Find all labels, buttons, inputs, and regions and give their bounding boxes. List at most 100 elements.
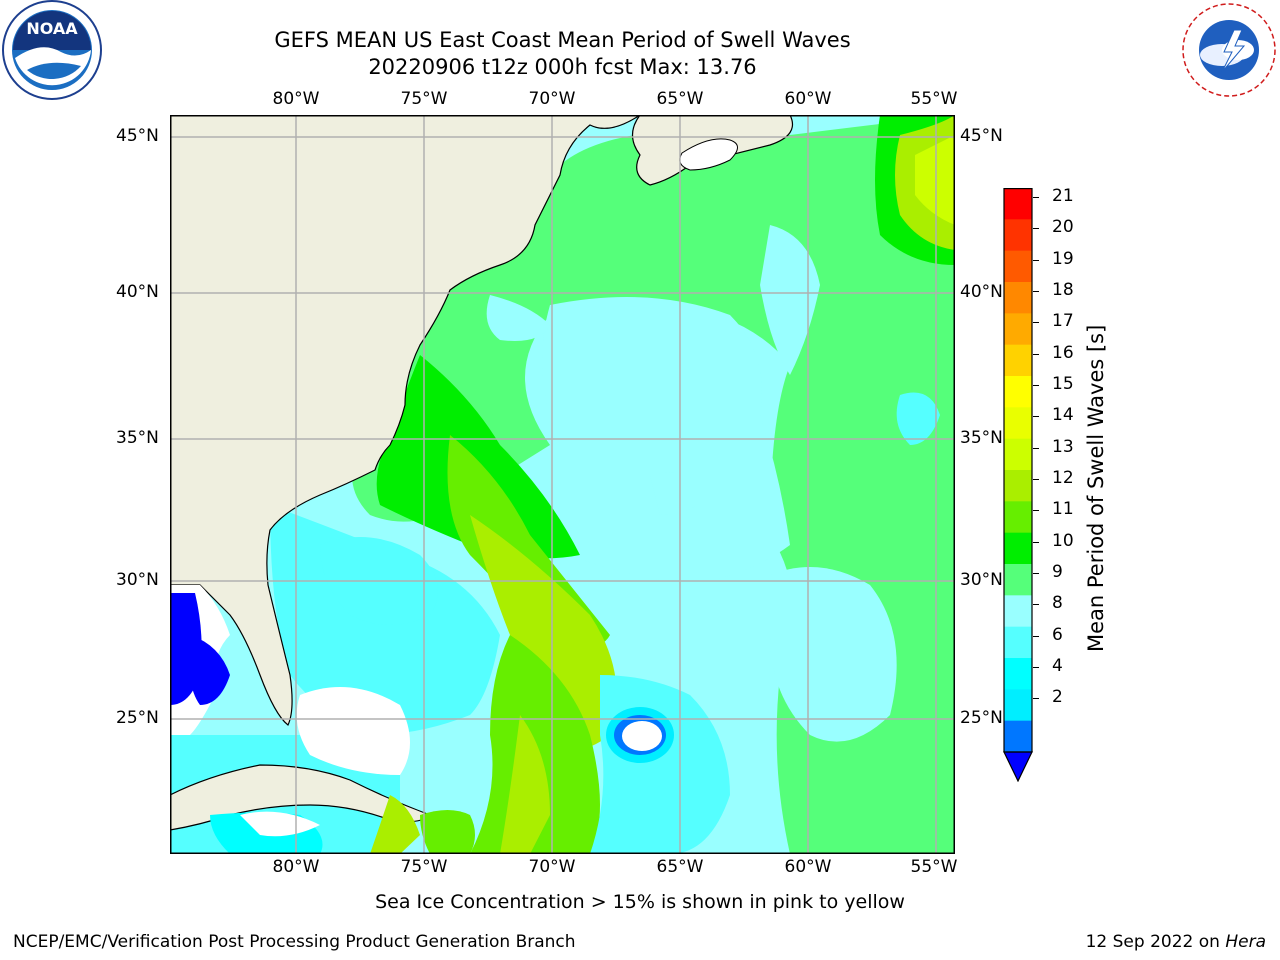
lat-label-right-45n: 45°N	[960, 126, 1003, 146]
colorbar-tick-mark	[1033, 573, 1039, 574]
colorbar-swatch	[1004, 376, 1032, 408]
colorbar-tick-mark	[1033, 510, 1039, 512]
zone-10-11-arc	[376, 355, 580, 559]
colorbar-tick-mark	[1033, 667, 1039, 668]
colorbar-swatch	[1004, 313, 1032, 346]
colorbar-tick-label: 11	[1052, 499, 1074, 520]
colorbar-swatch	[1004, 438, 1032, 471]
lat-label-left-25n: 25°N	[116, 708, 159, 728]
colorbar-swatches	[1003, 188, 1033, 783]
colorbar-tick-label: 2	[1052, 687, 1063, 708]
lon-label-top-70w: 70°W	[528, 89, 576, 109]
colorbar-swatch	[1004, 344, 1032, 377]
zone-8-9-north	[760, 225, 820, 375]
chart-subtitle: 20220906 t12z 000h fcst Max: 13.76	[368, 55, 757, 79]
missing-bahamas	[296, 687, 410, 775]
footer-right: 12 Sep 2022 on Hera	[1086, 932, 1266, 952]
nws-logo-icon	[1178, 0, 1280, 100]
colorbar-tick-mark	[1033, 228, 1039, 230]
footer-left: NCEP/EMC/Verification Post Processing Pr…	[13, 932, 576, 952]
lon-label-bottom-55w: 55°W	[910, 857, 958, 877]
lon-label-top-75w: 75°W	[400, 89, 448, 109]
colorbar-tick-mark	[1033, 479, 1039, 480]
colorbar-tick-mark	[1033, 291, 1039, 292]
colorbar-tick-label: 18	[1052, 280, 1074, 300]
zone-12-13-south	[500, 715, 550, 854]
colorbar-ticks: 21 20 19 18 17 16 15 14 13 12 11 10 9 8 6 4 2	[1033, 180, 1102, 780]
colorbar-swatch	[1004, 564, 1032, 596]
zone-13-14-ne	[915, 135, 955, 225]
colorbar-tick-label: 10	[1052, 530, 1074, 551]
colorbar-swatch	[1004, 595, 1032, 628]
footer-note: Sea Ice Concentration > 15% is shown in …	[375, 891, 905, 913]
zone-8-9-interior	[542, 297, 790, 585]
zone-11-12-hispaniola	[420, 810, 475, 854]
colorbar-tick-label: 12	[1052, 468, 1074, 488]
colorbar-tick-mark	[1033, 416, 1039, 418]
lon-label-bottom-80w: 80°W	[272, 857, 320, 877]
colorbar-tick-label: 21	[1052, 186, 1074, 206]
colorbar-tick-mark	[1033, 604, 1039, 606]
colorbar-title: Mean Period of Swell Waves [s]	[1084, 324, 1108, 652]
lat-label-left-30n: 30°N	[116, 570, 159, 590]
colorbar-tick-label: 15	[1052, 374, 1074, 394]
colorbar	[1003, 188, 1033, 783]
noaa-logo-icon: NOAA	[1, 0, 103, 100]
colorbar-tick-mark	[1033, 259, 1039, 261]
colorbar-tick-mark	[1033, 385, 1039, 386]
lon-label-top-60w: 60°W	[784, 89, 832, 109]
colorbar-tick-mark	[1033, 635, 1039, 637]
colorbar-tick-label: 9	[1052, 562, 1063, 582]
colorbar-extension	[1003, 751, 1033, 783]
colorbar-tick-mark	[1033, 353, 1039, 355]
missing-cuba-south	[240, 811, 320, 837]
colorbar-tick-label: 4	[1052, 656, 1063, 676]
lon-label-bottom-70w: 70°W	[528, 857, 576, 877]
zone-below-2-gulf	[188, 635, 230, 705]
lon-label-bottom-60w: 60°W	[784, 857, 832, 877]
lat-label-right-30n: 30°N	[960, 570, 1003, 590]
noaa-logo-text: NOAA	[26, 19, 78, 38]
lat-label-right-25n: 25°N	[960, 708, 1003, 728]
map-frame	[170, 115, 955, 854]
lon-label-top-80w: 80°W	[272, 89, 320, 109]
missing-area-center	[622, 721, 662, 751]
zone-6-8-east	[896, 392, 940, 445]
colorbar-tick-label: 16	[1052, 342, 1074, 363]
lon-label-bottom-75w: 75°W	[400, 857, 448, 877]
lat-label-left-35n: 35°N	[116, 428, 159, 448]
swell-period-map	[170, 115, 955, 854]
lon-label-bottom-65w: 65°W	[656, 857, 704, 877]
colorbar-tick-label: 13	[1052, 436, 1074, 457]
colorbar-swatch	[1004, 188, 1032, 220]
chart-title: GEFS MEAN US East Coast Mean Period of S…	[274, 28, 851, 52]
colorbar-tick-mark	[1033, 322, 1039, 324]
colorbar-tick-mark	[1033, 447, 1039, 449]
colorbar-tick-label: 19	[1052, 248, 1074, 269]
colorbar-swatch	[1004, 626, 1032, 659]
colorbar-tick-label: 20	[1052, 217, 1074, 238]
colorbar-swatch	[1004, 219, 1032, 252]
colorbar-tick-label: 6	[1052, 624, 1063, 645]
zone-12-13-core	[470, 515, 617, 750]
lat-label-left-45n: 45°N	[116, 126, 159, 146]
zone-8-9-southeast	[770, 567, 897, 742]
colorbar-swatch	[1004, 689, 1032, 722]
map-panel	[170, 115, 955, 854]
lon-label-top-55w: 55°W	[910, 89, 958, 109]
lat-label-right-35n: 35°N	[960, 428, 1003, 448]
colorbar-swatch	[1004, 250, 1032, 283]
footer-date: 12 Sep 2022 on	[1085, 932, 1226, 952]
zone-12-13-cuba-coast	[370, 795, 420, 854]
colorbar-tick-mark	[1033, 197, 1039, 198]
colorbar-swatch	[1004, 658, 1032, 690]
land-us-east-coast	[170, 115, 642, 726]
colorbar-swatch	[1004, 501, 1032, 534]
colorbar-tick-label: 8	[1052, 593, 1063, 614]
colorbar-tick-label: 17	[1052, 311, 1074, 332]
lat-label-right-40n: 40°N	[960, 282, 1003, 302]
colorbar-swatch	[1004, 282, 1032, 314]
colorbar-swatch	[1004, 532, 1032, 565]
lon-label-top-65w: 65°W	[656, 89, 704, 109]
colorbar-swatch	[1004, 407, 1032, 440]
